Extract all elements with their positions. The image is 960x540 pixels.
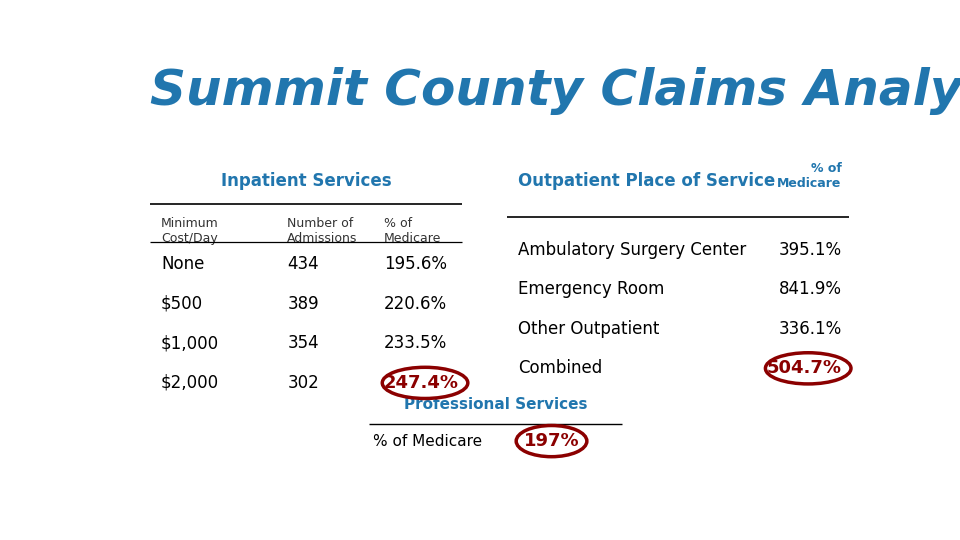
- Text: Number of
Admissions: Number of Admissions: [287, 217, 358, 245]
- Text: Combined: Combined: [518, 359, 602, 377]
- Text: 434: 434: [287, 255, 319, 273]
- Text: $2,000: $2,000: [161, 374, 219, 392]
- Text: Other Outpatient: Other Outpatient: [518, 320, 660, 338]
- Text: 220.6%: 220.6%: [384, 295, 447, 313]
- Text: $500: $500: [161, 295, 204, 313]
- Text: Summit County Claims Analysis: Summit County Claims Analysis: [150, 67, 960, 114]
- Text: Ambulatory Surgery Center: Ambulatory Surgery Center: [518, 241, 746, 259]
- Text: Emergency Room: Emergency Room: [518, 280, 664, 298]
- Text: 354: 354: [287, 334, 319, 353]
- Text: Outpatient Place of Service: Outpatient Place of Service: [518, 172, 776, 190]
- Text: % of
Medicare: % of Medicare: [384, 217, 442, 245]
- Text: 302: 302: [287, 374, 319, 392]
- Text: % of
Medicare: % of Medicare: [778, 161, 842, 190]
- Text: Minimum
Cost/Day: Minimum Cost/Day: [161, 217, 219, 245]
- Text: None: None: [161, 255, 204, 273]
- Text: 247.4%: 247.4%: [384, 374, 459, 392]
- Text: Professional Services: Professional Services: [404, 397, 588, 412]
- Text: $1,000: $1,000: [161, 334, 219, 353]
- Text: 195.6%: 195.6%: [384, 255, 447, 273]
- Text: 233.5%: 233.5%: [384, 334, 447, 353]
- Text: 336.1%: 336.1%: [779, 320, 842, 338]
- Text: % of Medicare: % of Medicare: [372, 434, 482, 449]
- Text: 197%: 197%: [524, 432, 579, 450]
- Text: 389: 389: [287, 295, 319, 313]
- Text: 841.9%: 841.9%: [779, 280, 842, 298]
- Text: 504.7%: 504.7%: [767, 359, 842, 377]
- Text: 395.1%: 395.1%: [779, 241, 842, 259]
- Text: Inpatient Services: Inpatient Services: [221, 172, 392, 190]
